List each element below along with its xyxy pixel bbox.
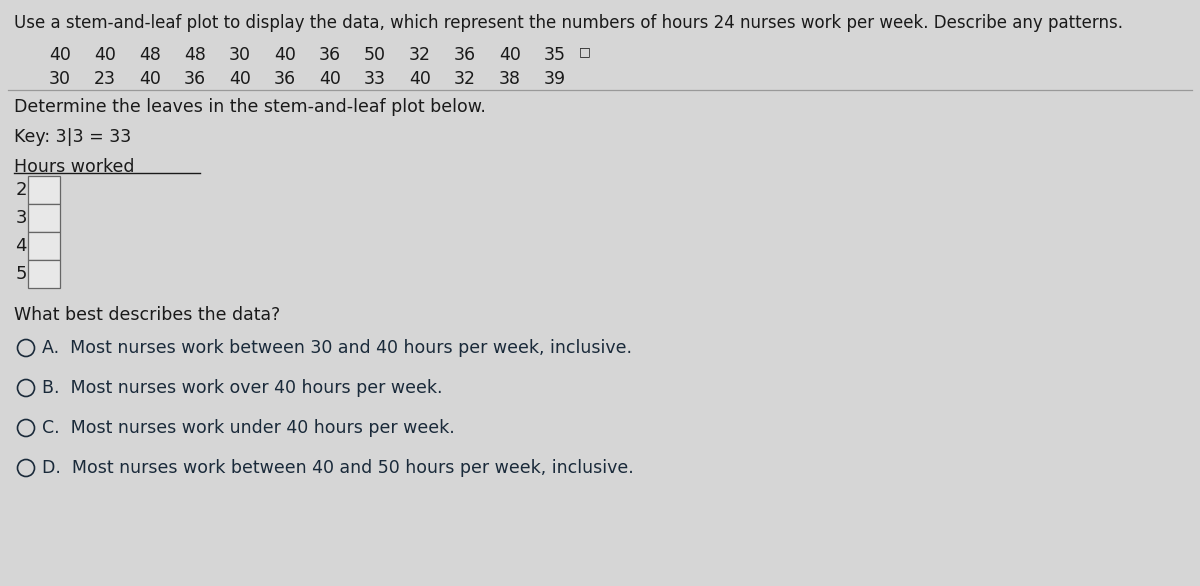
Text: 40: 40	[499, 46, 521, 64]
Text: 3: 3	[16, 209, 26, 227]
Text: 33: 33	[364, 70, 386, 88]
Text: Determine the leaves in the stem-and-leaf plot below.: Determine the leaves in the stem-and-lea…	[14, 98, 486, 116]
Bar	[28, 260, 60, 288]
Text: 40: 40	[274, 46, 296, 64]
Text: 40: 40	[139, 70, 161, 88]
Text: 40: 40	[229, 70, 251, 88]
Text: D.  Most nurses work between 40 and 50 hours per week, inclusive.: D. Most nurses work between 40 and 50 ho…	[42, 459, 634, 477]
Text: 23: 23	[94, 70, 116, 88]
Text: 30: 30	[229, 46, 251, 64]
Text: Key: 3|3 = 33: Key: 3|3 = 33	[14, 128, 131, 146]
Text: A.  Most nurses work between 30 and 40 hours per week, inclusive.: A. Most nurses work between 30 and 40 ho…	[42, 339, 632, 357]
Bar	[28, 204, 60, 232]
Text: 36: 36	[454, 46, 476, 64]
Text: 36: 36	[319, 46, 341, 64]
Text: □: □	[580, 45, 590, 58]
Text: 40: 40	[94, 46, 116, 64]
Text: 30: 30	[49, 70, 71, 88]
Bar	[28, 176, 60, 204]
Text: 50: 50	[364, 46, 386, 64]
Text: 5: 5	[16, 265, 26, 283]
Text: 4: 4	[16, 237, 26, 255]
Text: C.  Most nurses work under 40 hours per week.: C. Most nurses work under 40 hours per w…	[42, 419, 455, 437]
Text: What best describes the data?: What best describes the data?	[14, 306, 281, 324]
Text: Hours worked: Hours worked	[14, 158, 134, 176]
Text: B.  Most nurses work over 40 hours per week.: B. Most nurses work over 40 hours per we…	[42, 379, 443, 397]
Text: 40: 40	[49, 46, 71, 64]
Text: 48: 48	[184, 46, 206, 64]
Text: 36: 36	[184, 70, 206, 88]
Text: 38: 38	[499, 70, 521, 88]
Text: 39: 39	[544, 70, 566, 88]
Text: Use a stem-and-leaf plot to display the data, which represent the numbers of hou: Use a stem-and-leaf plot to display the …	[14, 14, 1123, 32]
Bar	[28, 232, 60, 260]
Text: 40: 40	[319, 70, 341, 88]
Text: 2: 2	[16, 181, 26, 199]
Text: 36: 36	[274, 70, 296, 88]
Text: 32: 32	[409, 46, 431, 64]
Text: 35: 35	[544, 46, 566, 64]
Text: 40: 40	[409, 70, 431, 88]
Text: 48: 48	[139, 46, 161, 64]
Text: 32: 32	[454, 70, 476, 88]
